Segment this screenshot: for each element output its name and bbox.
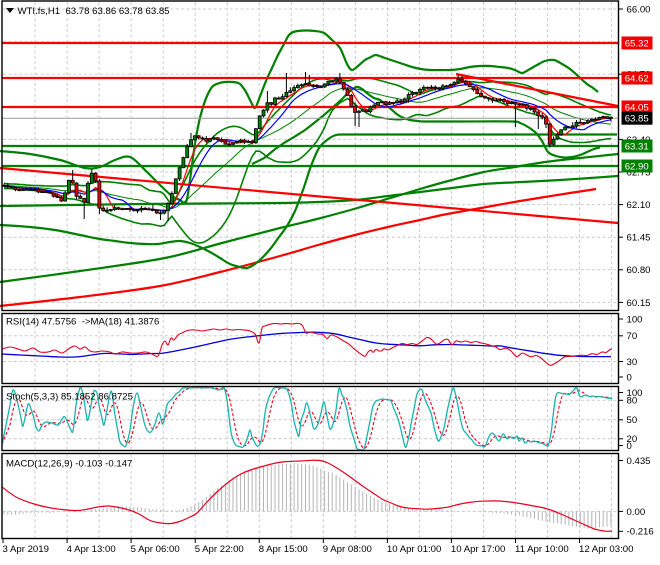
svg-text:12 Apr 03:00: 12 Apr 03:00: [579, 544, 633, 555]
svg-text:9 Apr 08:00: 9 Apr 08:00: [323, 544, 372, 555]
svg-text:61.45: 61.45: [627, 233, 651, 244]
svg-text:Stoch(5,3,3) 85.1852 86.8725: Stoch(5,3,3) 85.1852 86.8725: [6, 392, 133, 403]
svg-text:20: 20: [627, 434, 638, 445]
svg-text:5 Apr 22:00: 5 Apr 22:00: [195, 544, 244, 555]
svg-text:62.75: 62.75: [627, 167, 651, 178]
svg-text:60.80: 60.80: [627, 265, 651, 276]
svg-text:65.32: 65.32: [625, 38, 649, 49]
svg-text:10 Apr 17:00: 10 Apr 17:00: [451, 544, 505, 555]
svg-text:3 Apr 2019: 3 Apr 2019: [3, 544, 49, 555]
svg-text:WTI.fs,H1 63.78 63.86 63.78 6: WTI.fs,H1 63.78 63.86 63.78 63.85: [18, 6, 170, 17]
svg-text:63.85: 63.85: [625, 114, 649, 125]
svg-text:8 Apr 15:00: 8 Apr 15:00: [259, 544, 308, 555]
svg-text:62.10: 62.10: [627, 200, 651, 211]
svg-text:30: 30: [627, 357, 638, 368]
svg-text:100: 100: [627, 388, 643, 399]
svg-text:0: 0: [627, 372, 632, 383]
svg-text:80: 80: [627, 396, 638, 407]
svg-text:0: 0: [627, 441, 632, 452]
svg-text:70: 70: [627, 331, 638, 342]
svg-text:63.31: 63.31: [625, 141, 649, 152]
svg-text:50: 50: [627, 415, 638, 426]
svg-text:-0.216: -0.216: [627, 527, 654, 538]
svg-text:11 Apr 10:00: 11 Apr 10:00: [515, 544, 569, 555]
svg-text:64.05: 64.05: [625, 102, 649, 113]
svg-text:0.00: 0.00: [627, 507, 646, 518]
svg-text:100: 100: [627, 314, 643, 325]
svg-text:62.90: 62.90: [625, 161, 649, 172]
svg-text:4 Apr 13:00: 4 Apr 13:00: [67, 544, 116, 555]
svg-text:66.00: 66.00: [627, 4, 651, 15]
svg-text:0.435: 0.435: [627, 456, 651, 467]
svg-text:MACD(12,26,9) -0.103 -0.147: MACD(12,26,9) -0.103 -0.147: [6, 459, 132, 470]
svg-text:60.15: 60.15: [627, 298, 651, 309]
svg-text:5 Apr 06:00: 5 Apr 06:00: [131, 544, 180, 555]
svg-text:RSI(14) 47.5756 ->MA(18) 41.3: RSI(14) 47.5756 ->MA(18) 41.3876: [6, 317, 159, 328]
svg-text:10 Apr 01:00: 10 Apr 01:00: [387, 544, 441, 555]
svg-text:64.62: 64.62: [625, 73, 649, 84]
